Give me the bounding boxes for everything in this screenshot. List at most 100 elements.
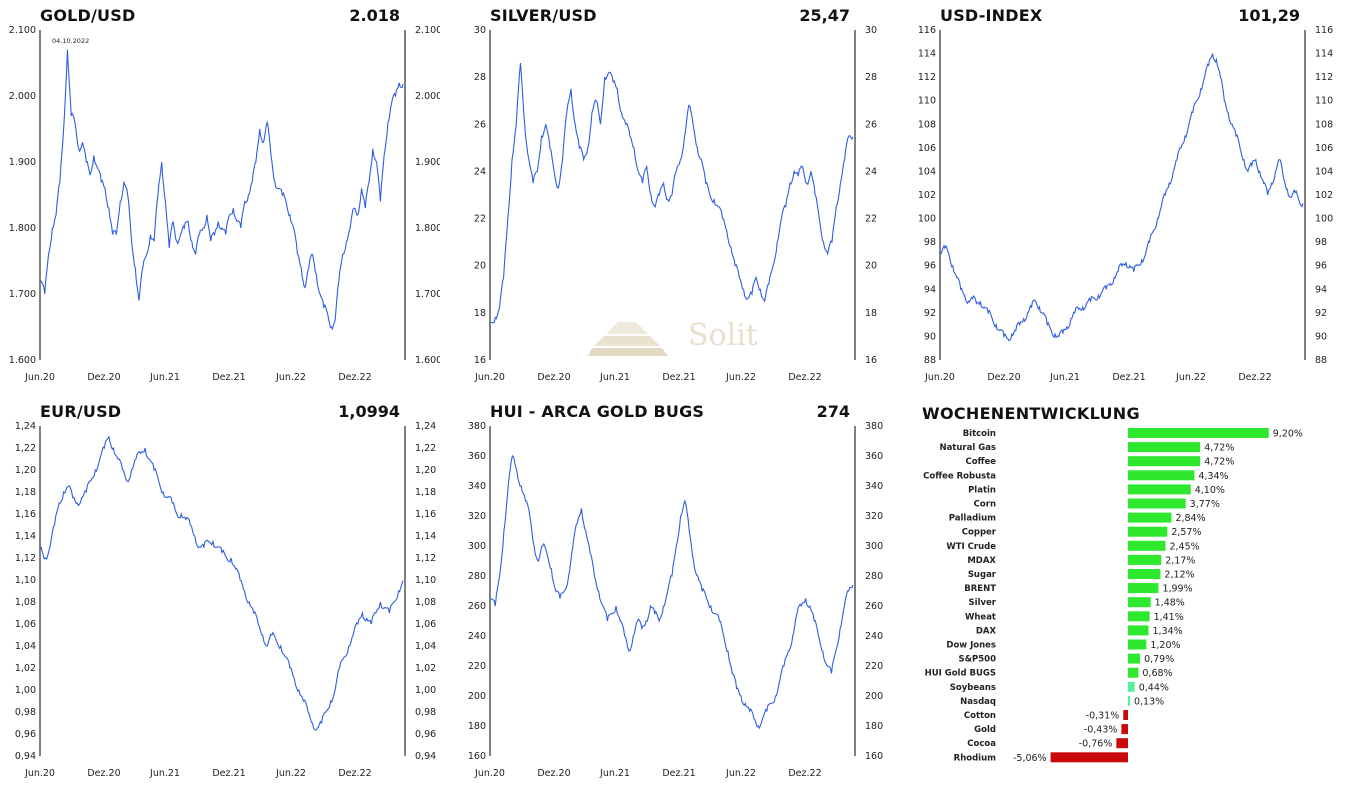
- bar-value-label: 4,10%: [1195, 485, 1225, 496]
- y-tick-label-left: 108: [918, 119, 936, 130]
- y-tick-label-left: 0,98: [15, 707, 36, 718]
- y-tick-label-right: 110: [1315, 96, 1333, 107]
- bar: [1128, 442, 1201, 453]
- bar-label: S&P500: [958, 655, 996, 665]
- bar-label: Cotton: [964, 711, 996, 721]
- y-tick-label-right: 1,24: [415, 421, 436, 432]
- weekly-performance-panel: WOCHENENTWICKLUNG Bitcoin 9,20% Natural Ga…: [900, 398, 1345, 783]
- bar-value-label: 4,34%: [1198, 471, 1228, 482]
- y-tick-label-right: 112: [1315, 72, 1333, 83]
- y-tick-label-right: 24: [865, 166, 877, 177]
- bar: [1050, 752, 1128, 763]
- bar-label: Corn: [974, 500, 996, 510]
- y-tick-label-right: 116: [1315, 25, 1333, 36]
- y-tick-label-left: 1,24: [15, 421, 36, 432]
- x-tick-label: Dez.22: [1238, 372, 1271, 383]
- chart-last-value: 25,47: [799, 6, 850, 25]
- y-tick-label-right: 220: [865, 661, 883, 672]
- bar-value-label: 1,48%: [1155, 598, 1185, 609]
- bar: [1128, 625, 1149, 636]
- bar: [1128, 583, 1159, 594]
- x-tick-label: Dez.22: [338, 768, 371, 779]
- y-tick-label-left: 1.800: [9, 223, 36, 234]
- x-tick-label: Dez.20: [537, 372, 570, 383]
- chart-panel-gold: GOLD/USD 2.018 1.600 1.600 1.700 1.700 1.800…: [0, 0, 440, 385]
- y-tick-label-right: 94: [1315, 284, 1327, 295]
- chart-title: HUI - ARCA GOLD BUGS: [490, 402, 705, 421]
- watermark-text: Solit: [688, 318, 758, 353]
- y-tick-label-right: 300: [865, 541, 883, 552]
- y-tick-label-left: 1.700: [9, 289, 36, 300]
- y-tick-label-left: 340: [468, 481, 486, 492]
- y-tick-label-left: 1,06: [15, 619, 36, 630]
- bar-value-label: 4,72%: [1204, 457, 1234, 468]
- bar-label: MDAX: [967, 556, 996, 566]
- bar-value-label: -0,76%: [1079, 739, 1113, 750]
- bar: [1128, 695, 1130, 706]
- bar-value-label: 1,20%: [1150, 640, 1180, 651]
- y-tick-label-left: 1.900: [9, 157, 36, 168]
- bar-label: WTI Crude: [946, 542, 996, 552]
- bar-value-label: 1,34%: [1153, 626, 1183, 637]
- y-tick-label-right: 1,22: [415, 443, 436, 454]
- bar: [1128, 470, 1195, 481]
- bar: [1128, 639, 1147, 650]
- y-tick-label-right: 108: [1315, 119, 1333, 130]
- x-tick-label: Dez.20: [87, 372, 120, 383]
- x-tick-label: Jun.20: [474, 768, 505, 779]
- y-tick-label-right: 20: [865, 261, 877, 272]
- y-tick-label-left: 280: [468, 571, 486, 582]
- bar-label: Nasdaq: [960, 697, 996, 707]
- bar-value-label: 3,77%: [1190, 499, 1220, 510]
- bar: [1128, 456, 1201, 467]
- bar-label: Gold: [974, 725, 996, 735]
- bar-label: Natural Gas: [939, 443, 996, 453]
- x-tick-label: Jun.21: [149, 768, 180, 779]
- y-tick-label-left: 110: [918, 96, 936, 107]
- series-line: [940, 53, 1304, 342]
- line-chart: 160 160 180 180 200 200 220 220 240 240 260 260 280 2…: [468, 421, 883, 779]
- bar-value-label: 0,68%: [1142, 668, 1172, 679]
- y-tick-label-left: 28: [474, 72, 486, 83]
- y-tick-label-left: 114: [918, 49, 936, 60]
- y-tick-label-right: 114: [1315, 49, 1333, 60]
- x-tick-label: Jun.20: [24, 768, 55, 779]
- chart-last-value: 1,0994: [338, 402, 400, 421]
- y-tick-label-left: 380: [468, 421, 486, 432]
- weekly-title: WOCHENENTWICKLUNG: [922, 404, 1140, 423]
- bar-label: Wheat: [965, 612, 996, 622]
- x-tick-label: Dez.21: [1112, 372, 1145, 383]
- y-tick-label-right: 102: [1315, 190, 1333, 201]
- y-tick-label-right: 28: [865, 72, 877, 83]
- y-tick-label-right: 1,14: [415, 531, 436, 542]
- bar: [1128, 526, 1168, 537]
- y-tick-label-left: 94: [924, 284, 936, 295]
- bar: [1128, 611, 1150, 622]
- bar-value-label: 2,45%: [1169, 541, 1199, 552]
- x-tick-label: Jun.22: [275, 372, 306, 383]
- y-tick-label-left: 1,20: [15, 465, 36, 476]
- y-tick-label-left: 90: [924, 331, 936, 342]
- bar-label: Palladium: [949, 514, 996, 524]
- y-tick-label-right: 0,98: [415, 707, 436, 718]
- y-tick-label-left: 1,16: [15, 509, 36, 520]
- chart-title: EUR/USD: [40, 402, 122, 421]
- y-tick-label-right: 2.100: [415, 25, 440, 36]
- bar: [1128, 653, 1141, 664]
- y-tick-label-left: 220: [468, 661, 486, 672]
- y-tick-label-left: 200: [468, 691, 486, 702]
- y-tick-label-left: 1,12: [15, 553, 36, 564]
- bar-label: HUI Gold BUGS: [925, 669, 996, 679]
- line-chart: 16 16 18 18 20 20 22 22 24 24 26 26 28 28 30 30 Jun.20 De…: [474, 25, 877, 383]
- bar-label: BRENT: [964, 584, 996, 594]
- x-tick-label: Jun.21: [599, 372, 630, 383]
- y-tick-label-right: 0,96: [415, 729, 436, 740]
- bar-label: Dow Jones: [946, 641, 996, 651]
- y-tick-label-right: 320: [865, 511, 883, 522]
- bar: [1128, 512, 1172, 523]
- bar-value-label: 0,79%: [1144, 654, 1174, 665]
- y-tick-label-right: 26: [865, 119, 877, 130]
- x-tick-label: Jun.22: [725, 372, 756, 383]
- y-tick-label-right: 104: [1315, 166, 1333, 177]
- y-tick-label-left: 92: [924, 308, 936, 319]
